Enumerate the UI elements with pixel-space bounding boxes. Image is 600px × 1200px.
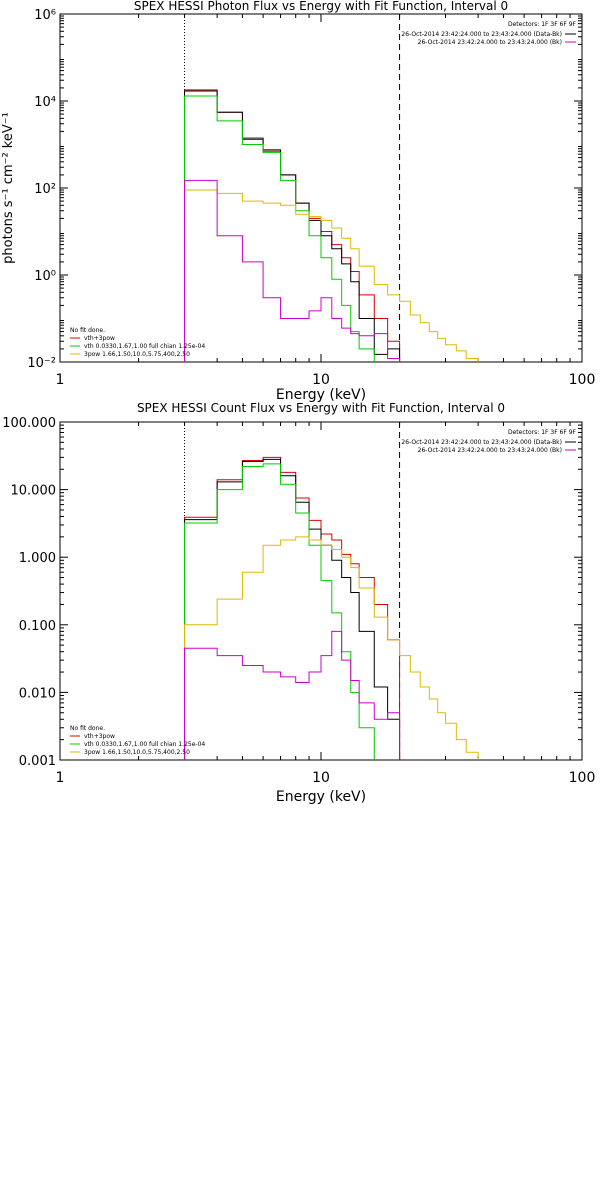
legend-entry-label: 26-Oct-2014 23:42:24.000 to 23:43:24.000…	[418, 39, 562, 46]
x-tick-label: 10	[312, 770, 330, 786]
data-layer	[184, 422, 479, 760]
legend-fit-status: No fit done.	[70, 725, 105, 732]
x-axis-label: Energy (keV)	[276, 387, 366, 403]
legend-fit-label: vth+3pow	[84, 335, 115, 342]
y-tick-label: 10⁴	[34, 95, 56, 110]
y-tick-label: 10⁰	[34, 269, 56, 284]
y-tick-label: 100.000	[2, 416, 56, 431]
y-tick-label: 10²	[34, 182, 56, 197]
series-line-5	[184, 630, 401, 760]
series-line-3	[184, 95, 375, 362]
x-tick-label: 10	[312, 372, 330, 388]
chart-title: SPEX HESSI Count Flux vs Energy with Fit…	[137, 401, 505, 415]
x-tick-label: 1	[56, 372, 65, 388]
chart-panel-1: SPEX HESSI Photon Flux vs Energy with Fi…	[1, 0, 595, 403]
series-line-2	[184, 458, 401, 760]
legend-fit-label: 3pow 1.66,1.50,10.0,5.75,400,2.50	[84, 351, 190, 358]
y-axis-label: photons s⁻¹ cm⁻² keV⁻¹	[1, 112, 16, 264]
series-line-5	[184, 179, 401, 362]
y-tick-label: 1.000	[19, 551, 56, 566]
legend-fit-label: vth 0.0330,1.67,1.00 full chian 1.25e-04	[84, 741, 205, 748]
y-tick-label: 0.010	[19, 686, 56, 701]
y-tick-label: 0.100	[19, 619, 56, 634]
legend-detectors: Detectors: 1F 3F 6F 9F	[508, 21, 577, 28]
legend-entry-label: 26-Oct-2014 23:42:24.000 to 23:43:24.000…	[401, 31, 562, 38]
y-tick-label: 10⁻²	[27, 356, 56, 371]
x-tick-label: 100	[569, 770, 596, 786]
y-tick-label: 10⁶	[34, 8, 56, 23]
x-tick-label: 100	[569, 372, 596, 388]
legend-detectors: Detectors: 1F 3F 6F 9F	[508, 429, 577, 436]
chart-panel-2: SPEX HESSI Count Flux vs Energy with Fit…	[2, 401, 595, 805]
legend-fit-label: vth 0.0330,1.67,1.00 full chian 1.25e-04	[84, 343, 205, 350]
legend-fit-status: No fit done.	[70, 327, 105, 334]
legend-fit-label: 3pow 1.66,1.50,10.0,5.75,400,2.50	[84, 749, 190, 756]
y-tick-label: 0.001	[19, 754, 56, 769]
series-line-4	[184, 536, 479, 760]
x-tick-label: 1	[56, 770, 65, 786]
data-layer	[184, 14, 479, 362]
series-line-4	[184, 189, 479, 362]
x-axis-label: Energy (keV)	[276, 789, 366, 805]
legend-entry-label: 26-Oct-2014 23:42:24.000 to 23:43:24.000…	[418, 447, 562, 454]
series-line-3	[184, 463, 375, 760]
chart-title: SPEX HESSI Photon Flux vs Energy with Fi…	[134, 0, 508, 13]
y-tick-label: 10.000	[11, 484, 57, 499]
legend-fit-label: vth+3pow	[84, 733, 115, 740]
legend-entry-label: 26-Oct-2014 23:42:24.000 to 23:43:24.000…	[401, 439, 562, 446]
